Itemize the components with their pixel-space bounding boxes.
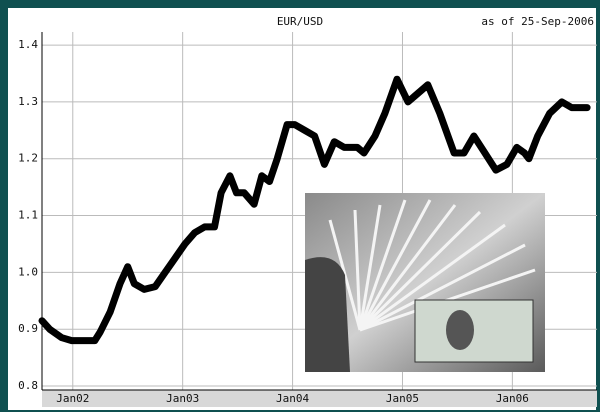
chart-subtitle: as of 25-Sep-2006 xyxy=(481,15,594,28)
y-tick-label: 0.8 xyxy=(18,379,38,392)
banknote-fan xyxy=(328,199,536,332)
x-tick-label: Jan03 xyxy=(166,392,199,405)
y-tick-label: 1.0 xyxy=(18,265,38,278)
y-tick-label: 1.4 xyxy=(18,38,38,51)
banknote xyxy=(414,299,534,363)
x-tick-label: Jan05 xyxy=(386,392,419,405)
y-tick-label: 1.2 xyxy=(18,152,38,165)
money-photo xyxy=(305,193,545,372)
y-tick-label: 1.3 xyxy=(18,95,38,108)
price-line xyxy=(38,75,591,345)
y-tick-label: 0.9 xyxy=(18,322,38,335)
x-tick-label: Jan06 xyxy=(496,392,529,405)
chart-title: EUR/USD xyxy=(277,15,323,28)
y-tick-label: 1.1 xyxy=(18,209,38,222)
x-tick-label: Jan04 xyxy=(276,392,309,405)
portrait xyxy=(446,310,474,350)
hand xyxy=(305,257,350,372)
x-axis-band xyxy=(42,390,597,407)
x-tick-label: Jan02 xyxy=(56,392,89,405)
